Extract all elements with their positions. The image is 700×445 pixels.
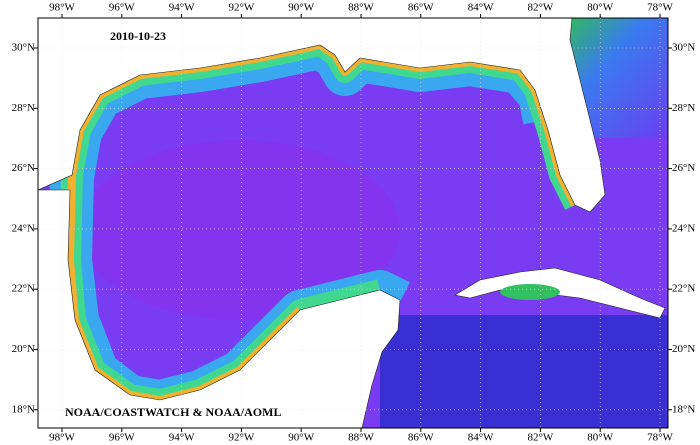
- land-mexico: [38, 189, 401, 428]
- longitude-label: 88°W: [348, 2, 374, 14]
- latitude-label: 26°N: [672, 162, 695, 174]
- longitude-label: 90°W: [288, 2, 314, 14]
- latitude-label: 28°N: [12, 102, 35, 114]
- longitude-label: 86°W: [408, 432, 434, 444]
- latitude-label: 20°N: [12, 343, 35, 355]
- imagery: [38, 18, 668, 428]
- longitude-label: 94°W: [169, 2, 195, 14]
- credit-label: NOAA/COASTWATCH & NOAA/AOML: [65, 405, 281, 419]
- land-north-america: [38, 18, 606, 213]
- longitude-label: 88°W: [348, 432, 374, 444]
- latitude-label: 30°N: [672, 42, 695, 54]
- caribbean-water: [380, 315, 668, 428]
- latitude-label: 22°N: [12, 283, 35, 295]
- longitude-label: 78°W: [647, 2, 673, 14]
- latitude-label: 24°N: [672, 222, 695, 234]
- longitude-label: 82°W: [528, 2, 554, 14]
- longitude-label: 98°W: [49, 2, 75, 14]
- longitude-label: 98°W: [49, 432, 75, 444]
- deep-water: [80, 140, 400, 320]
- longitude-label: 84°W: [468, 432, 494, 444]
- map-frame: [37, 17, 669, 429]
- latitude-label: 18°N: [12, 403, 35, 415]
- longitude-label: 92°W: [229, 2, 255, 14]
- longitude-label: 90°W: [288, 432, 314, 444]
- latitude-label: 30°N: [12, 42, 35, 54]
- latitude-label: 18°N: [672, 403, 695, 415]
- longitude-label: 80°W: [587, 432, 613, 444]
- longitude-label: 80°W: [587, 2, 613, 14]
- cuba-shelf: [500, 284, 560, 300]
- longitude-label: 84°W: [468, 2, 494, 14]
- longitude-label: 94°W: [169, 432, 195, 444]
- latitude-label: 28°N: [672, 102, 695, 114]
- longitude-label: 96°W: [109, 432, 135, 444]
- longitude-label: 92°W: [229, 432, 255, 444]
- latitude-label: 24°N: [12, 222, 35, 234]
- date-label: 2010-10-23: [110, 29, 166, 43]
- longitude-label: 82°W: [528, 432, 554, 444]
- latitude-label: 22°N: [672, 283, 695, 295]
- longitude-label: 86°W: [408, 2, 434, 14]
- longitude-label: 78°W: [647, 432, 673, 444]
- latitude-label: 26°N: [12, 162, 35, 174]
- longitude-label: 96°W: [109, 2, 135, 14]
- latitude-label: 20°N: [672, 343, 695, 355]
